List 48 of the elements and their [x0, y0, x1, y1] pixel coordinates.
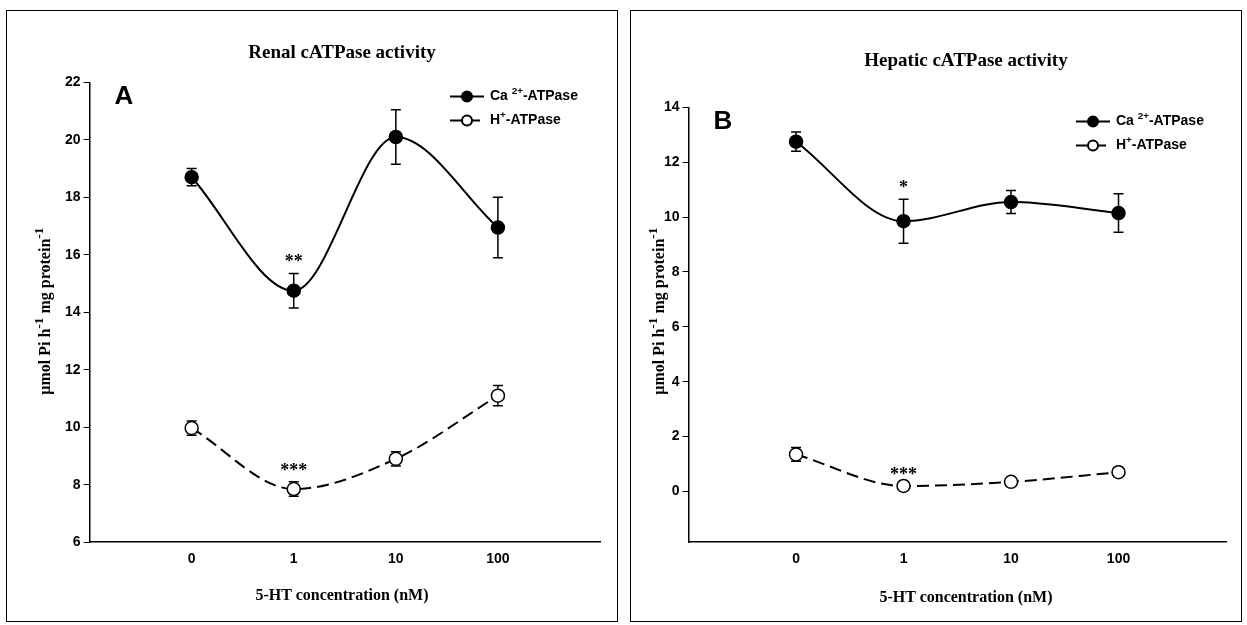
y-tick-label: 22 — [64, 73, 81, 90]
annotation: *** — [890, 463, 918, 484]
y-tick-label: 6 — [72, 533, 81, 550]
y-tick-label: 0 — [671, 482, 680, 499]
annotation: ** — [284, 251, 303, 272]
point — [1003, 194, 1019, 210]
y-tick-label: 4 — [671, 372, 680, 389]
x-tick-label: 0 — [792, 550, 801, 567]
y-tick-label: 18 — [64, 188, 81, 205]
y-tick-label: 16 — [64, 245, 81, 262]
y-tick-label: 12 — [663, 153, 680, 170]
y-tick-label: 12 — [64, 360, 81, 377]
annotation: A — [114, 79, 134, 110]
y-tick-label: 8 — [72, 475, 81, 492]
annotation: B — [713, 104, 733, 135]
y-tick-label: 8 — [671, 262, 680, 279]
y-tick-label: 2 — [671, 427, 680, 444]
annotation: *** — [280, 459, 308, 480]
legend-label: H+-ATPase — [490, 108, 562, 128]
point — [788, 134, 804, 149]
x-tick-label: 10 — [1003, 550, 1020, 567]
x-tick-label: 0 — [187, 550, 196, 567]
point — [896, 213, 911, 229]
x-axis-title: 5-HT concentration (nM) — [878, 588, 1054, 606]
annotation: * — [899, 176, 909, 197]
point — [286, 283, 301, 298]
point — [1111, 205, 1126, 221]
y-tick-label: 6 — [671, 317, 680, 334]
y-tick-label: 20 — [64, 130, 81, 147]
x-tick-label: 1 — [899, 550, 908, 567]
legend-label: H+-ATPase — [1116, 133, 1188, 153]
x-tick-label: 10 — [388, 550, 404, 567]
chart-title: Hepatic cATPase activity — [863, 49, 1069, 71]
point — [896, 478, 911, 494]
point — [490, 388, 506, 403]
point — [1111, 465, 1126, 480]
x-tick-label: 100 — [486, 550, 510, 567]
y-tick-label: 10 — [663, 207, 680, 224]
y-tick-label: 14 — [663, 98, 680, 115]
point — [388, 129, 404, 145]
y-tick-label: 10 — [64, 418, 81, 435]
x-tick-label: 100 — [1106, 550, 1131, 567]
chart-title: Renal cATPase activity — [247, 41, 437, 63]
point — [1003, 474, 1019, 490]
x-tick-label: 1 — [289, 550, 298, 567]
y-tick-label: 14 — [64, 303, 81, 320]
x-axis-title: 5-HT concentration (nM) — [254, 586, 430, 604]
point — [490, 220, 506, 235]
